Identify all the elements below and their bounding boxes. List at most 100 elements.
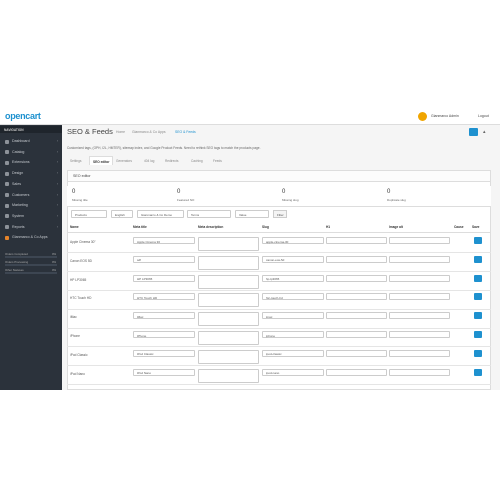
nav-arrow: › <box>57 203 59 208</box>
meta-title-input[interactable]: sdf <box>133 255 195 263</box>
meta-description-input[interactable] <box>198 312 259 327</box>
save-button[interactable] <box>474 237 482 244</box>
image-alt-input[interactable] <box>389 255 450 263</box>
slug-input[interactable]: iphone <box>262 331 324 338</box>
save-button[interactable] <box>474 293 482 301</box>
tab[interactable]: 404 log <box>144 159 155 163</box>
user-menu[interactable]: Gianmarco Admin <box>431 114 459 118</box>
row-line <box>67 327 491 328</box>
nav-arrow: › <box>57 160 59 165</box>
nav-item[interactable]: Catalog <box>12 149 25 154</box>
nav-icon <box>5 182 9 187</box>
meta-description-input[interactable] <box>198 237 259 251</box>
breadcrumb-item[interactable]: SEO & Feeds <box>175 130 196 134</box>
filter-select[interactable]: Value <box>235 210 269 218</box>
nav-icon <box>5 214 9 219</box>
save-button[interactable] <box>474 331 482 338</box>
meta-description-input[interactable] <box>198 349 259 364</box>
slug-input[interactable]: imac <box>262 312 324 320</box>
logout-link[interactable]: Logout <box>478 114 489 118</box>
save-button[interactable] <box>474 255 482 263</box>
row-line <box>67 308 491 310</box>
save-button[interactable] <box>474 349 482 357</box>
column-header: Cause <box>454 225 464 229</box>
action-button[interactable] <box>469 128 478 136</box>
nav-item[interactable]: Reports <box>12 224 25 229</box>
meta-title-input[interactable]: iPod Nano <box>133 368 195 376</box>
stat-label: Other Statuses <box>5 268 24 272</box>
tab[interactable]: SEO editor <box>89 156 113 165</box>
nav-item[interactable]: Design <box>12 171 24 176</box>
h1-input[interactable] <box>326 312 387 320</box>
product-name: iPhone <box>70 334 80 338</box>
filter-select[interactable]: Products <box>71 210 107 218</box>
slug-input[interactable]: apple-cinema-30 <box>262 237 324 244</box>
stat-caption: Featured NO <box>177 198 195 202</box>
nav-icon <box>5 171 9 176</box>
nav-item[interactable]: Sales <box>12 181 21 186</box>
meta-title-input[interactable]: Apple Cinema 30 <box>133 237 195 244</box>
image-alt-input[interactable] <box>389 293 450 301</box>
h1-input[interactable] <box>326 331 387 338</box>
collapse-icon: ▴ <box>483 129 486 135</box>
meta-description-input[interactable] <box>198 368 259 383</box>
image-alt-input[interactable] <box>389 312 450 320</box>
nav-item[interactable]: Marketing <box>12 203 28 208</box>
image-alt-input[interactable] <box>389 237 450 244</box>
slug-input[interactable]: ipod-nano <box>262 368 324 376</box>
slug-input[interactable]: ipod-classic <box>262 349 324 357</box>
meta-description-input[interactable] <box>198 274 259 289</box>
save-button[interactable] <box>474 312 482 320</box>
nav-item[interactable]: Dashboard <box>12 139 30 143</box>
filter-select[interactable]: Terms <box>187 210 231 218</box>
image-alt-input[interactable] <box>389 331 450 338</box>
filter-select[interactable]: English <box>111 210 133 218</box>
nav-item[interactable]: Customers <box>12 192 30 197</box>
column-header: Meta title <box>133 225 147 229</box>
h1-input[interactable] <box>326 255 387 263</box>
nav-item[interactable]: Extensions <box>12 160 30 165</box>
breadcrumb-item[interactable]: Home <box>116 130 126 134</box>
h1-input[interactable] <box>326 274 387 282</box>
nav-arrow: › <box>57 192 59 197</box>
image-alt-input[interactable] <box>389 368 450 376</box>
meta-title-input[interactable]: HTC Touch HD <box>133 293 195 301</box>
panel-header <box>67 170 491 182</box>
tab[interactable]: Caching <box>191 159 203 163</box>
save-button[interactable] <box>474 274 482 282</box>
save-button[interactable] <box>474 368 482 376</box>
nav-item[interactable]: Gianmarco & Co Apps <box>12 235 48 240</box>
meta-description-input[interactable] <box>198 255 259 270</box>
h1-input[interactable] <box>326 237 387 244</box>
stat-caption: Missing slug <box>282 198 299 202</box>
row-line <box>67 289 491 291</box>
table-header-line <box>67 232 491 233</box>
product-name: iPod Nano <box>70 371 85 376</box>
meta-description-input[interactable] <box>198 293 259 308</box>
filter-button[interactable]: Filter <box>273 210 287 218</box>
tab[interactable]: Settings <box>70 159 82 163</box>
tab[interactable]: Feeds <box>213 159 222 163</box>
image-alt-input[interactable] <box>389 274 450 282</box>
slug-input[interactable]: canon-eos-5d <box>262 255 324 263</box>
tab[interactable]: Generators <box>116 159 132 163</box>
slug-input[interactable]: htc-touch-hd <box>262 293 324 301</box>
sidebar-heading: NAVIGATION <box>0 126 62 133</box>
meta-title-input[interactable]: iPhone <box>133 331 195 338</box>
h1-input[interactable] <box>326 293 387 301</box>
nav-icon <box>5 203 9 208</box>
meta-description-input[interactable] <box>198 331 259 345</box>
tab[interactable]: Redirects <box>165 159 179 163</box>
nav-item[interactable]: System <box>12 213 24 218</box>
h1-input[interactable] <box>326 368 387 376</box>
product-name: HP LP3065 <box>70 277 87 282</box>
slug-input[interactable]: hp-lp3065 <box>262 274 324 282</box>
h1-input[interactable] <box>326 349 387 357</box>
stat-caption: Missing title <box>72 198 88 202</box>
breadcrumb-item[interactable]: Gianmarco & Co Apps <box>132 130 166 134</box>
filter-select[interactable]: Gianmarco & Co Demo <box>137 210 184 218</box>
image-alt-input[interactable] <box>389 349 450 357</box>
meta-title-input[interactable]: iMac <box>133 312 195 320</box>
meta-title-input[interactable]: HP LP3065 <box>133 274 195 282</box>
meta-title-input[interactable]: iPod Classic <box>133 349 195 357</box>
